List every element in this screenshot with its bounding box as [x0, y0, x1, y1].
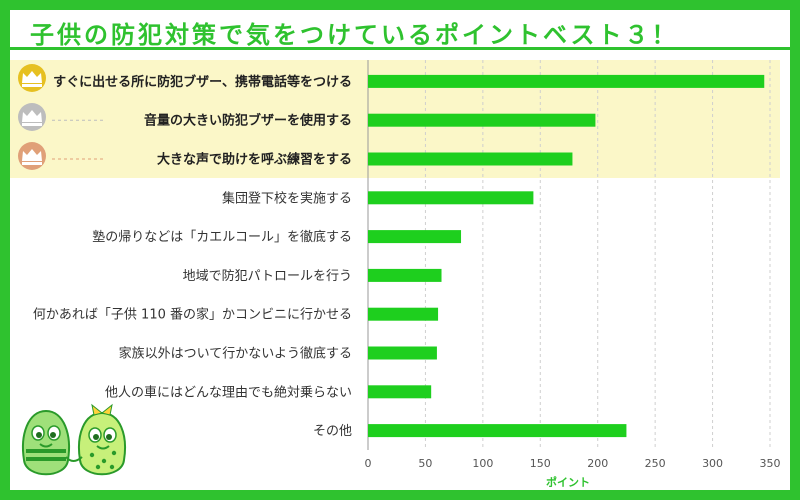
bar — [368, 230, 462, 244]
x-axis-ticks: 0 50 100 150 200 250 300 350 — [365, 457, 781, 470]
category-label: 音量の大きい防犯ブザーを使用する — [144, 113, 352, 129]
category-label: 塾の帰りなどは「カエルコール」を徹底する — [92, 229, 352, 245]
bar — [368, 424, 627, 438]
x-tick-label: 300 — [702, 457, 723, 470]
category-labels: すぐに出せる所に防犯ブザー、携帯電話等をつける音量の大きい防犯ブザーを使用する大… — [33, 74, 352, 439]
category-label: 集団登下校を実施する — [222, 190, 352, 206]
x-tick-label: 250 — [645, 457, 666, 470]
x-tick-label: 350 — [760, 457, 781, 470]
title-bar: 子供の防犯対策で気をつけているポイントベスト３！ — [10, 10, 790, 50]
category-label: 何かあれば「子供 110 番の家」かコンビニに行かせる — [33, 307, 352, 323]
x-tick-label: 0 — [365, 457, 372, 470]
category-label: その他 — [313, 424, 352, 439]
crown-silver-icon — [18, 103, 46, 131]
mascot-illustration — [22, 403, 126, 476]
bar — [368, 74, 765, 88]
bar — [368, 152, 573, 166]
bar — [368, 268, 442, 282]
bar — [368, 346, 437, 360]
bar — [368, 191, 534, 205]
x-tick-label: 100 — [472, 457, 493, 470]
bar — [368, 385, 432, 399]
bars — [368, 74, 765, 438]
crown-gold-icon — [18, 64, 46, 92]
category-label: 地域で防犯パトロールを行う — [183, 268, 352, 284]
bar — [368, 113, 596, 127]
x-tick-label: 50 — [418, 457, 432, 470]
chart-title: 子供の防犯対策で気をつけているポイントベスト３！ — [30, 21, 679, 49]
category-label: 他人の車にはどんな理由でも絶対乗らない — [105, 384, 352, 400]
bar — [368, 307, 439, 321]
category-label: 大きな声で助けを呼ぶ練習をする — [157, 152, 352, 168]
x-tick-label: 150 — [530, 457, 551, 470]
x-tick-label: 200 — [587, 457, 608, 470]
category-label: 家族以外はついて行かないよう徹底する — [119, 346, 352, 362]
category-label: すぐに出せる所に防犯ブザー、携帯電話等をつける — [53, 74, 352, 90]
crown-bronze-icon — [18, 142, 46, 170]
x-axis-title: ポイント — [546, 475, 590, 489]
